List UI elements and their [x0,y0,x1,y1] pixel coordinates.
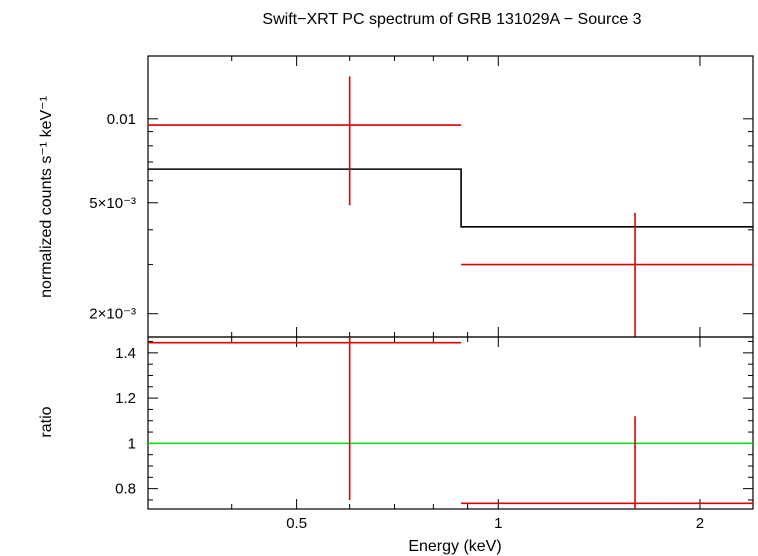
spectrum-panel: 0.01 5×10⁻³ 2×10⁻³ [89,55,754,338]
x-tick-label: 0.5 [286,515,307,532]
ratio-data-point [148,337,462,500]
ratio-frame [147,336,754,510]
y-tick-label: 0.8 [115,481,136,498]
y-tick-label: 2×10⁻³ [89,306,136,323]
spectrum-data-point [148,76,462,206]
spectrum-frame [147,55,754,338]
y-tick-label: 1 [128,435,136,452]
ratio-panel: 0.8 1 1.2 1.4 0.5 1 2 [115,336,754,532]
y-axis-label-top: normalized counts s⁻¹ keV⁻¹ [38,96,55,298]
y-tick-label: 1.2 [115,390,136,407]
y-tick-label: 5×10⁻³ [89,195,136,212]
y-tick-label: 0.01 [107,111,136,128]
y-tick-label: 1.4 [115,345,136,362]
x-tick-label: 1 [494,515,502,532]
y-axis-label-bottom: ratio [38,406,55,437]
x-tick-label: 2 [696,515,704,532]
model-step-line [148,168,753,228]
spectrum-data-point [461,212,753,337]
chart-title: Swift−XRT PC spectrum of GRB 131029A − S… [262,11,641,28]
x-axis-label: Energy (keV) [408,538,501,555]
ratio-data-point [461,416,753,509]
